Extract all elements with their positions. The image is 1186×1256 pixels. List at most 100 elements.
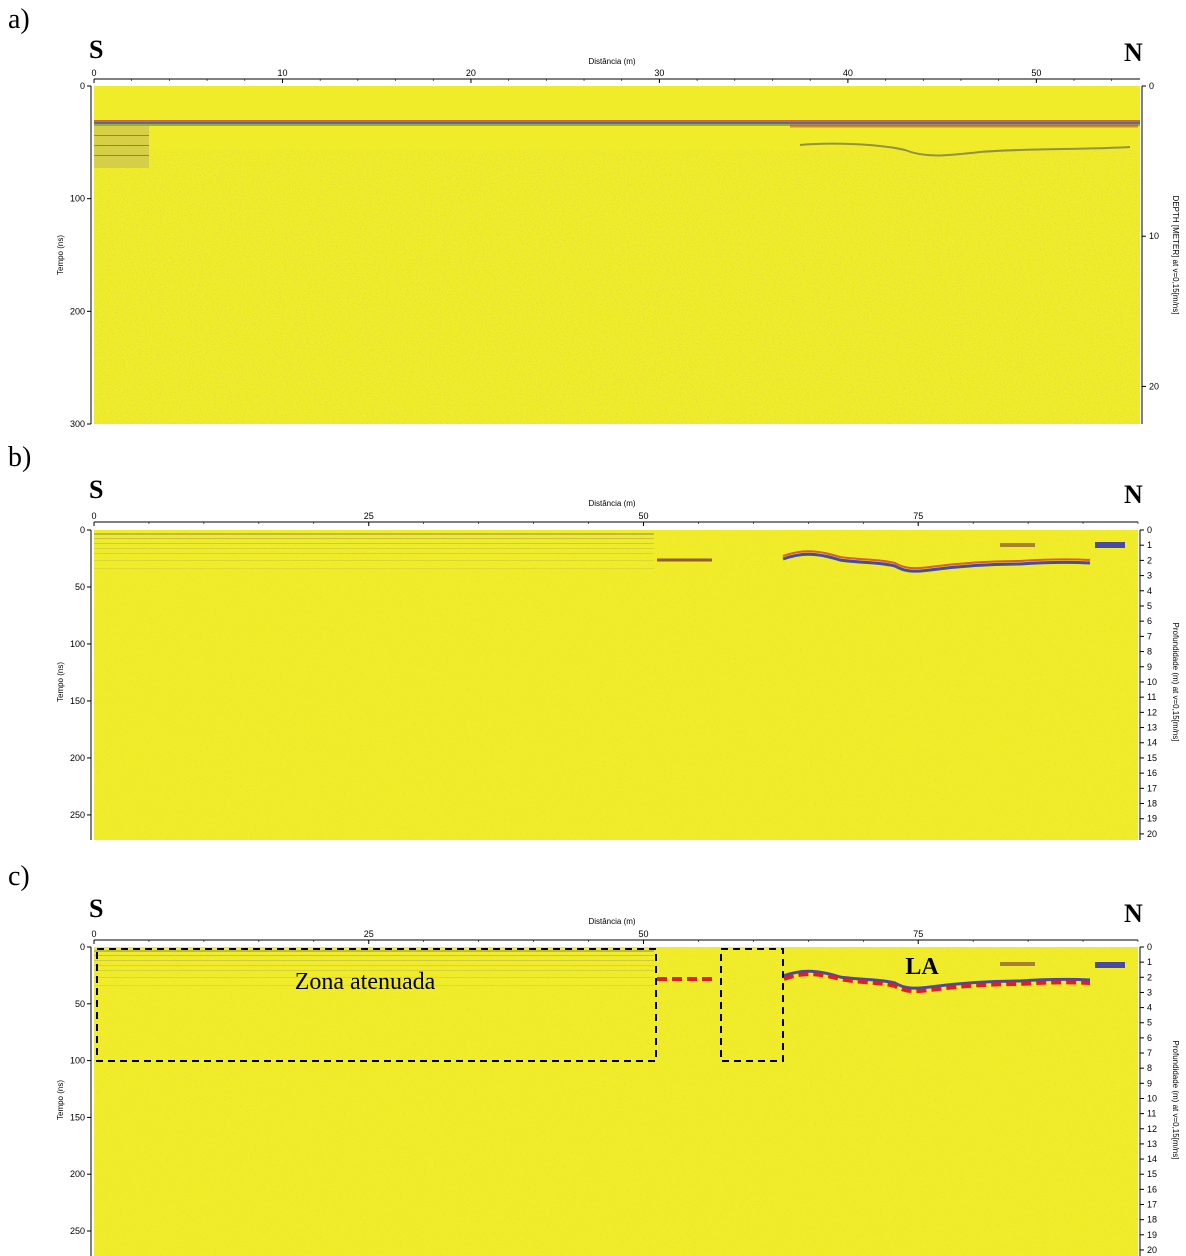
attenuated-zone-box bbox=[96, 948, 657, 1062]
y-tick-label: 100 bbox=[70, 639, 85, 649]
y-tick-label: 200 bbox=[70, 1169, 85, 1179]
y-tick-label: 50 bbox=[75, 582, 85, 592]
panel-a-y-title: Tempo (ns) bbox=[56, 235, 65, 275]
depth-tick-label: 0 bbox=[1147, 525, 1152, 535]
x-tick-label: 75 bbox=[913, 511, 923, 521]
attenuated-zone-box-2 bbox=[720, 948, 784, 1062]
depth-tick-label: 17 bbox=[1147, 1200, 1157, 1210]
x-tick-label: 0 bbox=[91, 511, 96, 521]
depth-tick-label: 1 bbox=[1147, 957, 1152, 967]
panel-c-interpretation: Zona atenuada LA bbox=[96, 948, 1091, 1062]
x-tick-label: 40 bbox=[843, 68, 853, 78]
x-tick-label: 20 bbox=[466, 68, 476, 78]
panel-b-south-label: S bbox=[89, 475, 103, 504]
panel-c-y-axis: 0 50 100 150 200 250 bbox=[70, 942, 92, 1256]
x-tick-label: 25 bbox=[364, 929, 374, 939]
panel-a-y-axis: 0 100 200 300 bbox=[70, 81, 92, 429]
depth-tick-label: 15 bbox=[1147, 753, 1157, 763]
panel-b-x-title: Distância (m) bbox=[588, 499, 635, 508]
depth-tick-label: 6 bbox=[1147, 616, 1152, 626]
y-tick-label: 250 bbox=[70, 810, 85, 820]
panel-a-depth-title: DEPTH [METER] at v=0,15[m/ns] bbox=[1171, 196, 1180, 315]
depth-tick-label: 20 bbox=[1147, 1245, 1157, 1255]
x-tick-label: 50 bbox=[638, 511, 648, 521]
depth-tick-label: 20 bbox=[1149, 381, 1159, 391]
interpreted-reflector-la bbox=[783, 972, 1091, 994]
depth-tick-label: 1 bbox=[1147, 540, 1152, 550]
depth-tick-label: 5 bbox=[1147, 601, 1152, 611]
y-tick-label: 100 bbox=[70, 194, 85, 204]
panel-c-south-label: S bbox=[89, 894, 103, 923]
y-tick-label: 0 bbox=[80, 81, 85, 91]
panel-a: a) S N Distância (m) Tempo (ns) DEPTH [M… bbox=[8, 4, 1180, 429]
x-tick-label: 75 bbox=[913, 929, 923, 939]
depth-tick-label: 10 bbox=[1147, 1093, 1157, 1103]
depth-tick-label: 16 bbox=[1147, 768, 1157, 778]
depth-tick-label: 13 bbox=[1147, 723, 1157, 733]
depth-tick-label: 9 bbox=[1147, 662, 1152, 672]
y-tick-label: 200 bbox=[70, 753, 85, 763]
reflector-la-label: LA bbox=[905, 954, 939, 980]
depth-tick-label: 13 bbox=[1147, 1139, 1157, 1149]
panel-c-north-label: N bbox=[1124, 899, 1143, 928]
panel-c-radargram bbox=[94, 947, 1138, 1256]
y-tick-label: 250 bbox=[70, 1226, 85, 1236]
depth-tick-label: 11 bbox=[1147, 692, 1156, 702]
depth-tick-label: 14 bbox=[1147, 1154, 1157, 1164]
depth-tick-label: 12 bbox=[1147, 1124, 1157, 1134]
depth-tick-label: 15 bbox=[1147, 1169, 1157, 1179]
depth-tick-label: 18 bbox=[1147, 799, 1157, 809]
panel-a-depth-axis: 0 10 20 bbox=[1141, 81, 1159, 424]
panel-a-south-label: S bbox=[89, 35, 103, 64]
panel-b-north-label: N bbox=[1124, 480, 1143, 509]
panel-a-label: a) bbox=[8, 4, 30, 35]
depth-tick-label: 8 bbox=[1147, 647, 1152, 657]
x-tick-label: 10 bbox=[277, 68, 287, 78]
depth-tick-label: 7 bbox=[1147, 1048, 1152, 1058]
depth-tick-label: 0 bbox=[1149, 81, 1154, 91]
depth-tick-label: 3 bbox=[1147, 987, 1152, 997]
depth-tick-label: 9 bbox=[1147, 1078, 1152, 1088]
y-tick-label: 150 bbox=[70, 696, 85, 706]
panel-c-depth-title: Profundidade (m) at v=0,15[m/ns] bbox=[1171, 1041, 1180, 1160]
y-tick-label: 300 bbox=[70, 419, 85, 429]
panel-c-label: c) bbox=[8, 861, 30, 892]
panel-b-radargram bbox=[94, 530, 1138, 840]
depth-tick-label: 12 bbox=[1147, 707, 1157, 717]
y-tick-label: 100 bbox=[70, 1056, 85, 1066]
depth-tick-label: 10 bbox=[1147, 677, 1157, 687]
panel-b-label: b) bbox=[8, 442, 31, 473]
panel-a-x-axis: 0 10 20 30 40 50 bbox=[91, 68, 1140, 83]
y-tick-label: 150 bbox=[70, 1112, 85, 1122]
depth-tick-label: 16 bbox=[1147, 1184, 1157, 1194]
y-tick-label: 0 bbox=[80, 525, 85, 535]
panel-a-north-label: N bbox=[1124, 38, 1143, 67]
panel-b: b) S N Distância (m) Tempo (ns) Profundi… bbox=[8, 442, 1180, 840]
depth-tick-label: 19 bbox=[1147, 1230, 1157, 1240]
depth-tick-label: 7 bbox=[1147, 631, 1152, 641]
x-tick-label: 50 bbox=[638, 929, 648, 939]
x-tick-label: 30 bbox=[654, 68, 664, 78]
depth-tick-label: 4 bbox=[1147, 1003, 1152, 1013]
panel-b-x-axis: 0 25 50 75 bbox=[91, 511, 1139, 526]
attenuated-zone-label: Zona atenuada bbox=[295, 969, 436, 995]
y-tick-label: 50 bbox=[75, 999, 85, 1009]
x-tick-label: 50 bbox=[1031, 68, 1041, 78]
depth-tick-label: 18 bbox=[1147, 1215, 1157, 1225]
depth-tick-label: 4 bbox=[1147, 586, 1152, 596]
depth-tick-label: 6 bbox=[1147, 1033, 1152, 1043]
depth-tick-label: 5 bbox=[1147, 1018, 1152, 1028]
panel-c: c) S N Distância (m) Tempo (ns) Profundi… bbox=[8, 861, 1180, 1256]
y-tick-label: 0 bbox=[80, 942, 85, 952]
panel-a-x-title: Distância (m) bbox=[588, 57, 635, 66]
depth-tick-label: 11 bbox=[1147, 1109, 1156, 1119]
depth-tick-label: 2 bbox=[1147, 555, 1152, 565]
panel-c-y-title: Tempo (ns) bbox=[56, 1080, 65, 1120]
y-tick-label: 200 bbox=[70, 306, 85, 316]
x-tick-label: 25 bbox=[364, 511, 374, 521]
x-tick-label: 0 bbox=[91, 68, 96, 78]
x-tick-label: 0 bbox=[91, 929, 96, 939]
